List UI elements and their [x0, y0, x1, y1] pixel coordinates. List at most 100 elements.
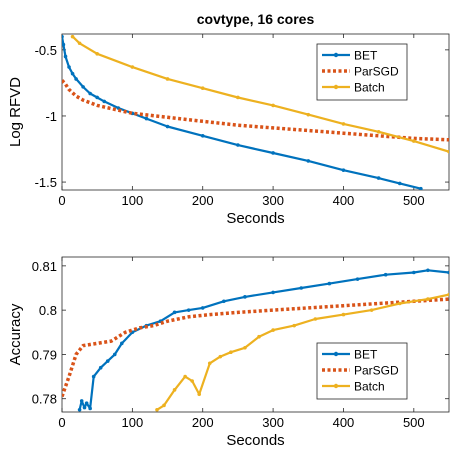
data-point-batch [257, 334, 261, 339]
x-tick-label: 500 [403, 193, 425, 208]
x-tick-label: 0 [58, 193, 65, 208]
y-tick-label: 0.8 [39, 303, 57, 318]
data-point-bet [62, 42, 66, 47]
data-point-bet [88, 406, 92, 411]
data-point-bet [62, 34, 64, 39]
series-line-bet [78, 269, 449, 411]
data-point-bet [120, 341, 124, 346]
data-point-bet [200, 133, 205, 138]
data-point-bet [419, 186, 423, 190]
legend-marker-bet [333, 351, 339, 357]
legend-marker-batch [333, 84, 339, 90]
x-tick-label: 500 [403, 415, 425, 430]
data-point-bet [67, 65, 71, 69]
data-point-batch [243, 345, 247, 350]
legend: BET ParSGD Batch [316, 43, 408, 101]
x-tick-label: 0 [58, 415, 65, 430]
data-point-bet [376, 176, 381, 180]
data-point-bet [165, 124, 170, 129]
data-point-bet [397, 181, 402, 186]
series-line-parsgd [62, 79, 449, 142]
legend-label-parsgd: ParSGD [354, 65, 399, 79]
data-point-batch [165, 77, 170, 81]
data-point-batch [412, 139, 416, 143]
legend-marker-batch [333, 383, 339, 389]
chart-title: covtype, 16 cores [197, 11, 315, 27]
data-point-batch [77, 41, 82, 46]
data-point-bet [236, 143, 240, 147]
data-point-batch [271, 103, 275, 108]
legend: BET ParSGD Batch [316, 342, 408, 400]
series-bet [77, 268, 449, 412]
y-tick-label: 0.81 [32, 259, 57, 274]
data-point-bet [412, 270, 416, 275]
data-point-batch [313, 317, 318, 321]
data-point-bet [70, 71, 75, 76]
y-axis-label: Accuracy [7, 303, 24, 365]
data-point-bet [306, 159, 311, 163]
legend-label-bet: BET [354, 348, 378, 362]
data-point-bet [102, 99, 107, 104]
data-point-bet [81, 85, 85, 89]
data-point-bet [63, 54, 68, 59]
legend-box [316, 43, 408, 101]
y-tick-label: 0.79 [32, 347, 57, 362]
data-point-batch [130, 65, 135, 69]
data-point-batch [447, 149, 449, 154]
data-point-batch [306, 112, 311, 117]
data-point-bet [112, 352, 117, 357]
data-point-bet [144, 116, 149, 121]
data-point-bet [98, 365, 103, 370]
series-parsgd [62, 297, 449, 398]
y-tick-label: -1 [45, 109, 57, 124]
data-point-bet [82, 405, 87, 410]
series-batch [155, 292, 449, 412]
data-point-bet [105, 359, 110, 363]
data-point-batch [397, 301, 402, 306]
legend-box [316, 342, 408, 400]
data-point-batch [172, 388, 177, 392]
data-point-batch [162, 403, 166, 408]
data-point-bet [243, 295, 247, 299]
data-point-bet [74, 77, 78, 81]
data-point-batch [369, 308, 374, 312]
x-tick-label: 300 [262, 415, 284, 430]
x-axis-label: Seconds [226, 210, 284, 227]
x-tick-label: 100 [122, 415, 144, 430]
y-tick-label: 0.78 [32, 392, 57, 407]
x-axis-label: Seconds [226, 432, 284, 449]
data-point-batch [207, 361, 212, 366]
data-point-bet [426, 268, 430, 273]
data-point-batch [341, 122, 346, 126]
data-point-bet [200, 306, 205, 310]
log-rfvd-chart: covtype, 16 cores 0 100 200 300 400 500 -1.5 -1 -… [7, 11, 450, 227]
data-point-bet [383, 272, 388, 277]
y-tick-label: -1.5 [35, 175, 57, 190]
data-point-batch [197, 392, 202, 397]
data-point-bet [77, 407, 82, 412]
data-point-bet [79, 399, 84, 403]
data-point-batch [376, 130, 381, 134]
data-point-batch [155, 407, 159, 412]
data-point-bet [447, 270, 449, 275]
x-tick-label: 300 [262, 193, 284, 208]
x-tick-label: 100 [122, 193, 144, 208]
data-point-bet [84, 401, 89, 405]
data-point-bet [95, 95, 99, 100]
x-tick-label: 400 [333, 415, 355, 430]
legend-label-batch: Batch [354, 81, 385, 95]
data-point-batch [447, 292, 449, 297]
data-point-bet [88, 91, 92, 96]
data-point-batch [200, 86, 205, 91]
data-point-bet [172, 310, 177, 315]
legend-marker-bet [333, 52, 339, 58]
series-parsgd [62, 79, 449, 142]
legend-label-batch: Batch [354, 380, 385, 394]
data-point-batch [236, 95, 240, 100]
data-point-batch [229, 350, 233, 355]
x-tick-label: 400 [333, 193, 355, 208]
data-point-bet [91, 374, 96, 379]
data-point-bet [271, 290, 275, 295]
data-point-bet [355, 277, 360, 281]
